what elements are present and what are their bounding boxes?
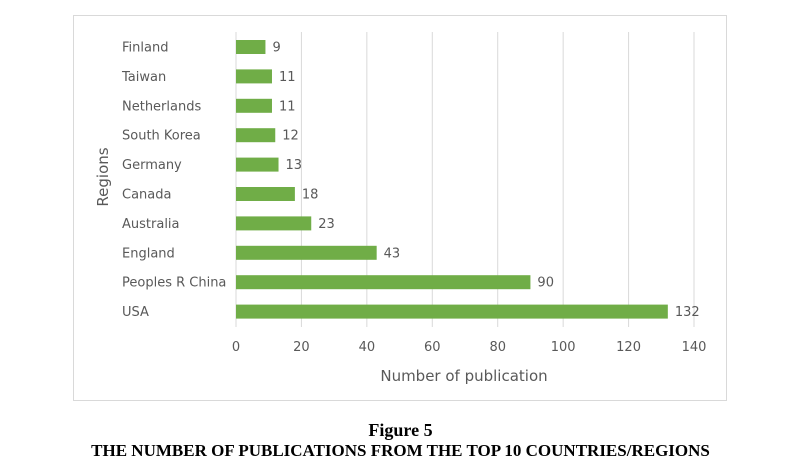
figure-number: Figure 5	[368, 420, 433, 440]
x-tick-label: 140	[682, 340, 707, 355]
bar	[236, 40, 266, 54]
category-label: Canada	[122, 188, 171, 203]
category-label: England	[122, 246, 175, 261]
bar	[236, 69, 272, 84]
bar	[236, 216, 312, 231]
bar	[236, 128, 276, 143]
x-tick-label: 100	[551, 340, 576, 355]
category-label: Australia	[122, 217, 180, 232]
data-label: 13	[286, 158, 303, 173]
data-label: 12	[282, 129, 299, 144]
x-tick-label: 0	[232, 340, 240, 355]
x-tick-label: 60	[424, 340, 441, 355]
data-label: 11	[279, 99, 296, 114]
data-label: 18	[302, 188, 319, 203]
category-label: Netherlands	[122, 99, 201, 114]
bar	[236, 304, 668, 319]
x-tick-label: 80	[489, 340, 506, 355]
category-label: Taiwan	[121, 70, 166, 85]
bar	[236, 275, 531, 290]
x-tick-label: 40	[359, 340, 376, 355]
category-label: Germany	[122, 158, 182, 173]
category-label: Finland	[122, 41, 168, 56]
x-tick-label: 20	[293, 340, 310, 355]
figure-title: THE NUMBER OF PUBLICATIONS FROM THE TOP …	[91, 441, 710, 460]
data-label: 90	[537, 276, 554, 291]
data-label: 23	[318, 217, 335, 232]
chart-frame	[73, 15, 727, 401]
data-label: 11	[279, 70, 296, 85]
category-label: USA	[122, 305, 149, 320]
x-tick-label: 120	[616, 340, 641, 355]
bar	[236, 245, 377, 260]
data-label: 9	[272, 41, 280, 56]
data-label: 43	[384, 246, 401, 261]
data-label: 132	[675, 305, 700, 320]
bar-chart: 0 20 40 60 80 100 120 140 Finland 9 Taiwan 11 Nether…	[94, 32, 707, 385]
bar	[236, 157, 279, 172]
bar	[236, 98, 272, 113]
bar	[236, 187, 295, 201]
category-label: South Korea	[122, 129, 201, 144]
x-axis-title: Number of publication	[380, 367, 547, 385]
y-axis-title: Regions	[94, 147, 112, 206]
category-label: Peoples R China	[122, 276, 226, 291]
